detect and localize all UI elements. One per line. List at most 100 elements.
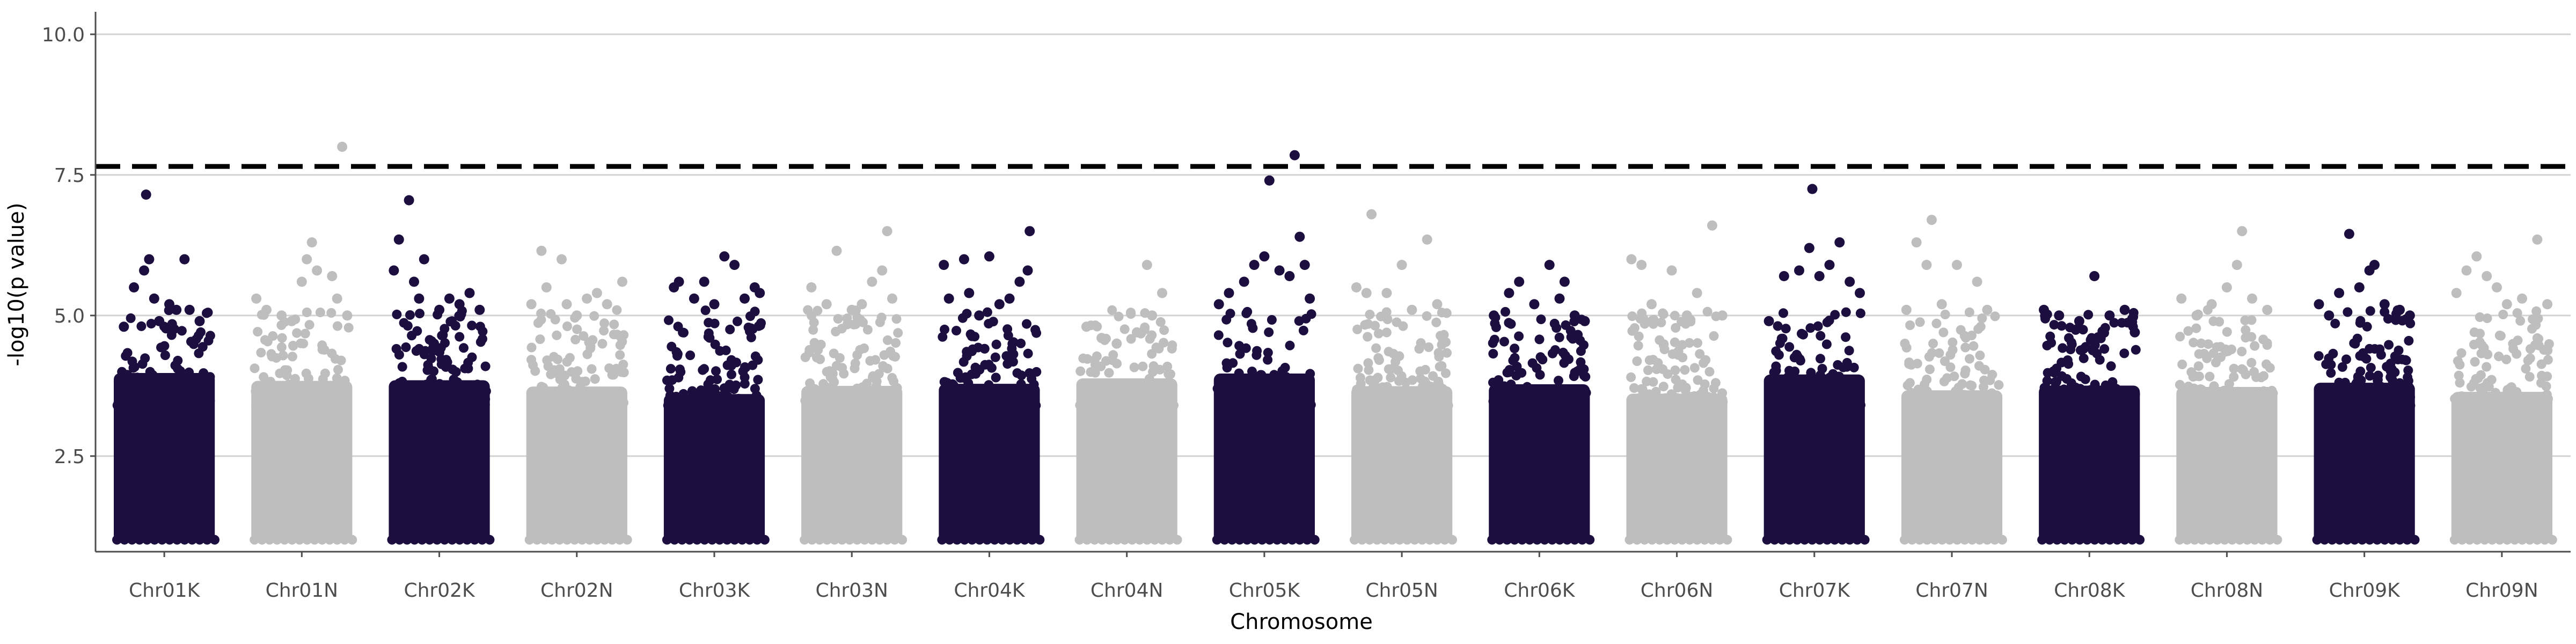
cluster-point bbox=[2453, 400, 2463, 411]
snp-point bbox=[1579, 316, 1590, 326]
snp-point bbox=[1911, 237, 1922, 248]
cluster-point bbox=[1571, 393, 1581, 404]
cluster-point bbox=[304, 320, 314, 330]
cluster-point bbox=[1905, 378, 1915, 388]
cluster-point bbox=[615, 350, 625, 360]
cluster-point bbox=[442, 384, 452, 394]
cluster-point bbox=[284, 400, 295, 410]
cluster-point bbox=[1396, 371, 1407, 381]
cluster-point bbox=[194, 379, 204, 389]
cluster-point bbox=[1381, 327, 1392, 338]
cluster-point bbox=[991, 372, 1001, 383]
cluster-point bbox=[2229, 363, 2239, 374]
cluster-point bbox=[1309, 535, 1320, 545]
cluster-point bbox=[725, 324, 735, 334]
cluster-point bbox=[2079, 353, 2089, 363]
cluster-point bbox=[453, 397, 464, 407]
cluster-point bbox=[2175, 379, 2185, 390]
cluster-point bbox=[2515, 316, 2526, 326]
cluster-point bbox=[665, 364, 676, 374]
cluster-point bbox=[2048, 366, 2059, 376]
cluster-point bbox=[326, 308, 336, 318]
cluster-point bbox=[278, 350, 288, 361]
cluster-point bbox=[2455, 378, 2465, 388]
snp-point bbox=[994, 299, 1005, 310]
cluster-point bbox=[662, 535, 672, 545]
cluster-point bbox=[347, 535, 357, 545]
snp-point bbox=[1779, 271, 1789, 281]
cluster-point bbox=[842, 313, 852, 324]
cluster-point bbox=[805, 378, 815, 389]
cluster-point bbox=[292, 328, 302, 338]
snp-point bbox=[1081, 321, 1092, 332]
cluster-point bbox=[2512, 349, 2522, 359]
cluster-point bbox=[1656, 317, 1666, 327]
cluster-point bbox=[1797, 328, 1806, 339]
cluster-point bbox=[1973, 324, 1984, 334]
x-axis-title: Chromosome bbox=[1230, 610, 1373, 634]
cluster-point bbox=[250, 535, 260, 545]
cluster-point bbox=[1854, 376, 1864, 386]
cluster-point bbox=[275, 368, 285, 378]
cluster-point bbox=[2067, 535, 2077, 545]
cluster-point bbox=[2326, 368, 2336, 378]
snp-point bbox=[557, 254, 567, 265]
cluster-point bbox=[703, 379, 713, 389]
cluster-point bbox=[146, 319, 156, 329]
cluster-point bbox=[283, 379, 294, 390]
cluster-point bbox=[1715, 535, 1725, 545]
cluster-point bbox=[734, 393, 744, 404]
cluster-point bbox=[1777, 535, 1787, 545]
cluster-point bbox=[1104, 368, 1114, 378]
cluster-point bbox=[120, 535, 129, 545]
cluster-point bbox=[609, 370, 619, 380]
cluster-point bbox=[569, 535, 580, 545]
cluster-point bbox=[2211, 357, 2221, 368]
cluster-point bbox=[2078, 400, 2088, 410]
cluster-point bbox=[870, 355, 881, 365]
cluster-point bbox=[825, 372, 836, 382]
cluster-point bbox=[1579, 340, 1589, 350]
cluster-point bbox=[1992, 400, 2002, 410]
cluster-point bbox=[1841, 332, 1851, 342]
cluster-point bbox=[2101, 380, 2111, 390]
cluster-point bbox=[2524, 535, 2535, 545]
cluster-point bbox=[680, 397, 691, 407]
snp-point bbox=[2039, 304, 2049, 315]
cluster-chr01k bbox=[112, 305, 219, 545]
cluster-point bbox=[1407, 375, 1417, 385]
cluster-point bbox=[126, 313, 136, 323]
snp-point bbox=[171, 304, 182, 315]
cluster-point bbox=[451, 367, 461, 377]
cluster-point bbox=[1560, 399, 1570, 409]
cluster-point bbox=[2355, 316, 2366, 326]
cluster-point bbox=[601, 394, 611, 404]
axes bbox=[90, 12, 2571, 557]
cluster-point bbox=[462, 535, 472, 545]
cluster-point bbox=[1691, 400, 1701, 410]
cluster-point bbox=[1554, 332, 1564, 342]
cluster-point bbox=[709, 318, 720, 328]
cluster-point bbox=[480, 361, 491, 371]
cluster-point bbox=[2205, 371, 2215, 382]
snp-point bbox=[251, 293, 262, 304]
cluster-chr04k bbox=[937, 307, 1045, 545]
cluster-point bbox=[117, 367, 127, 377]
cluster-point bbox=[2075, 535, 2085, 545]
cluster-point bbox=[592, 535, 602, 545]
cluster-point bbox=[1821, 339, 1832, 349]
cluster-point bbox=[1834, 396, 1844, 406]
cluster-point bbox=[2250, 387, 2260, 397]
snp-point bbox=[419, 254, 429, 265]
cluster-point bbox=[332, 535, 342, 545]
cluster-point bbox=[2037, 535, 2047, 545]
cluster-point bbox=[2049, 320, 2059, 330]
cluster-point bbox=[862, 325, 873, 335]
cluster-point bbox=[2237, 347, 2247, 356]
cluster-point bbox=[2354, 398, 2365, 408]
cluster-point bbox=[2532, 535, 2542, 545]
cluster-point bbox=[1924, 364, 1935, 375]
cluster-point bbox=[750, 384, 760, 394]
cluster-point bbox=[2404, 335, 2414, 346]
cluster-point bbox=[609, 330, 619, 340]
